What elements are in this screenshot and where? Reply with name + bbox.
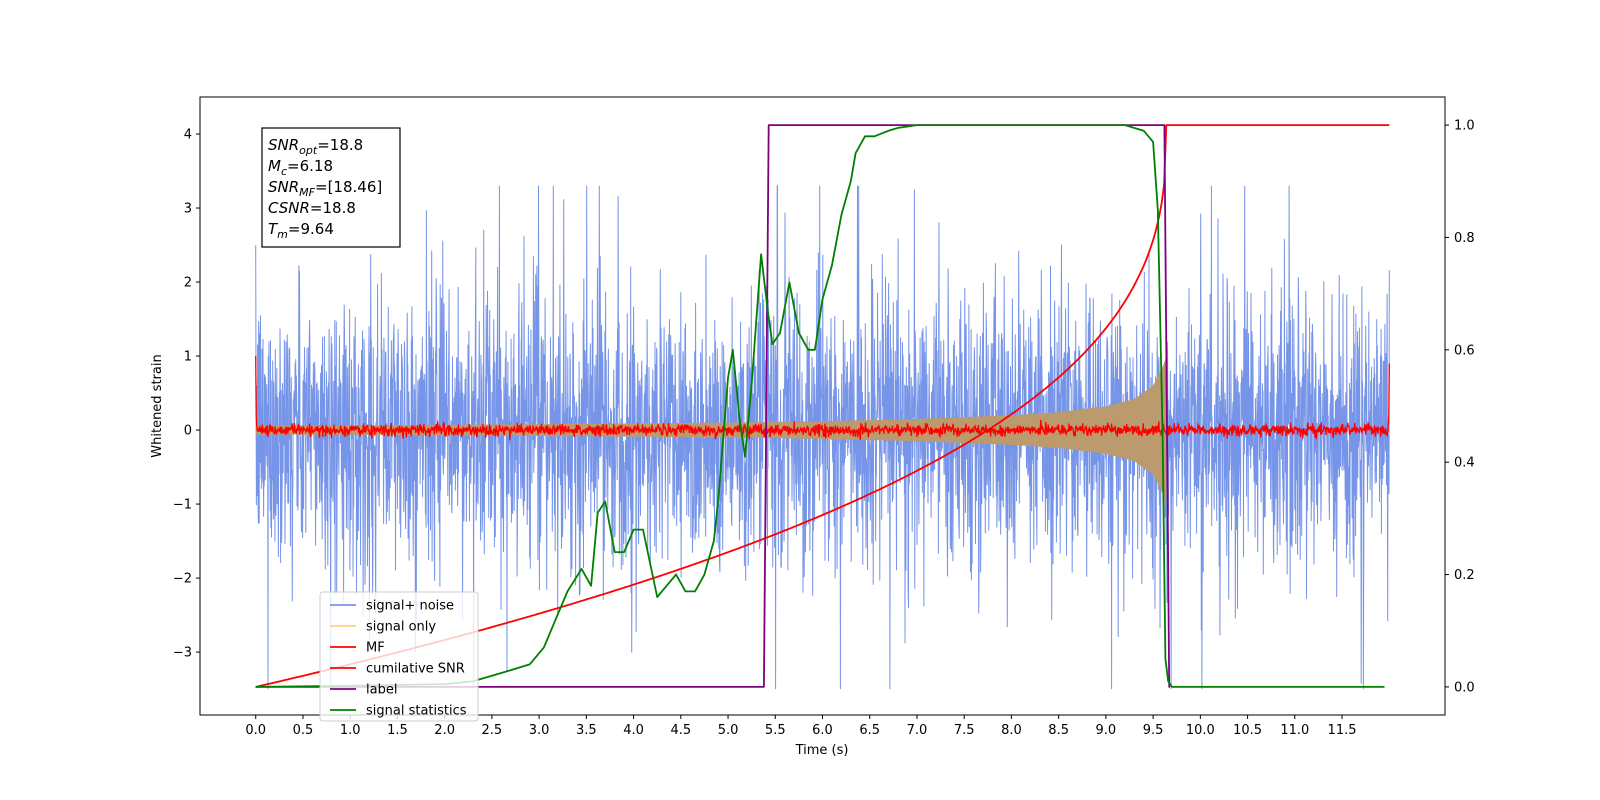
x-tick-label: 0.5 xyxy=(293,723,314,738)
y-left-tick-label: 1 xyxy=(184,350,192,365)
y-left-tick-label: 2 xyxy=(184,276,192,291)
x-axis: 0.0 0.5 1.0 1.5 2.0 2.5 3.0 3.5 4.0 4.5 5.0 5.5 6.0 6… xyxy=(245,715,1357,738)
x-tick-label: 3.5 xyxy=(576,723,597,738)
legend-label: signal statistics xyxy=(366,704,467,719)
y-left-tick-label: −3 xyxy=(173,646,192,661)
x-tick-label: 11.5 xyxy=(1328,723,1357,738)
annotation-box: SNRopt=18.8Mc=6.18SNRMF=[18.46]CSNR=18.8… xyxy=(261,127,401,248)
y-axis-right: 0.0 0.2 0.4 0.6 0.8 1.0 xyxy=(1445,119,1475,695)
x-tick-label: 1.5 xyxy=(387,723,408,738)
y-left-tick-label: −2 xyxy=(173,572,192,587)
y-left-tick-label: 0 xyxy=(184,424,192,439)
x-tick-label: 10.5 xyxy=(1233,723,1262,738)
x-tick-label: 0.0 xyxy=(245,723,266,738)
legend-label: signal only xyxy=(366,620,436,635)
legend-frame xyxy=(319,591,479,722)
y-left-tick-label: 4 xyxy=(184,128,192,143)
legend-label: cumilative SNR xyxy=(366,662,465,677)
x-tick-label: 7.5 xyxy=(954,723,975,738)
y-axis-title: Whitened strain xyxy=(150,354,165,457)
annotation-line: SNRopt=18.8 xyxy=(268,136,363,157)
annotation-line: Mc=6.18 xyxy=(268,157,333,178)
legend-label: signal+ noise xyxy=(366,599,454,614)
x-tick-label: 4.5 xyxy=(670,723,691,738)
series-line-signal-statistics xyxy=(255,124,1385,688)
annotation-frame xyxy=(261,127,401,248)
y-right-tick-label: 1.0 xyxy=(1454,119,1475,134)
x-tick-label: 3.0 xyxy=(529,723,550,738)
x-tick-label: 1.0 xyxy=(340,723,361,738)
legend-label: label xyxy=(366,683,397,698)
x-tick-label: 2.0 xyxy=(434,723,455,738)
x-tick-label: 5.5 xyxy=(765,723,786,738)
x-tick-label: 4.0 xyxy=(623,723,644,738)
x-tick-label: 5.0 xyxy=(718,723,739,738)
x-tick-label: 8.0 xyxy=(1001,723,1022,738)
annotation-line: Tm=9.64 xyxy=(268,220,334,241)
y-right-tick-label: 0.4 xyxy=(1454,456,1475,471)
x-tick-label: 10.0 xyxy=(1186,723,1215,738)
x-tick-label: 6.0 xyxy=(812,723,833,738)
y-right-tick-label: 0.6 xyxy=(1454,343,1475,358)
y-left-tick-label: 3 xyxy=(184,202,192,217)
x-tick-label: 9.0 xyxy=(1096,723,1117,738)
annotation-line: SNRMF=[18.46] xyxy=(268,178,382,199)
x-tick-label: 8.5 xyxy=(1048,723,1069,738)
y-right-tick-label: 0.2 xyxy=(1454,568,1475,583)
y-right-tick-label: 0.8 xyxy=(1454,231,1475,246)
legend-label: MF xyxy=(366,641,385,656)
x-tick-label: 6.5 xyxy=(859,723,880,738)
y-right-tick-label: 0.0 xyxy=(1454,680,1475,695)
y-axis-left: −3 −2 −1 0 1 2 3 4 xyxy=(173,128,200,661)
x-tick-label: 2.5 xyxy=(482,723,503,738)
y-left-tick-label: −1 xyxy=(173,498,192,513)
x-axis-title: Time (s) xyxy=(795,743,849,758)
annotation-line: CSNR=18.8 xyxy=(268,199,356,217)
x-tick-label: 9.5 xyxy=(1143,723,1164,738)
series-line-mf xyxy=(255,355,1390,440)
x-tick-label: 7.0 xyxy=(907,723,928,738)
x-tick-label: 11.0 xyxy=(1280,723,1309,738)
series-line-signal-noise xyxy=(255,185,1390,690)
legend: signal+ noise signal only MF cumilative SNR… xyxy=(319,591,479,722)
